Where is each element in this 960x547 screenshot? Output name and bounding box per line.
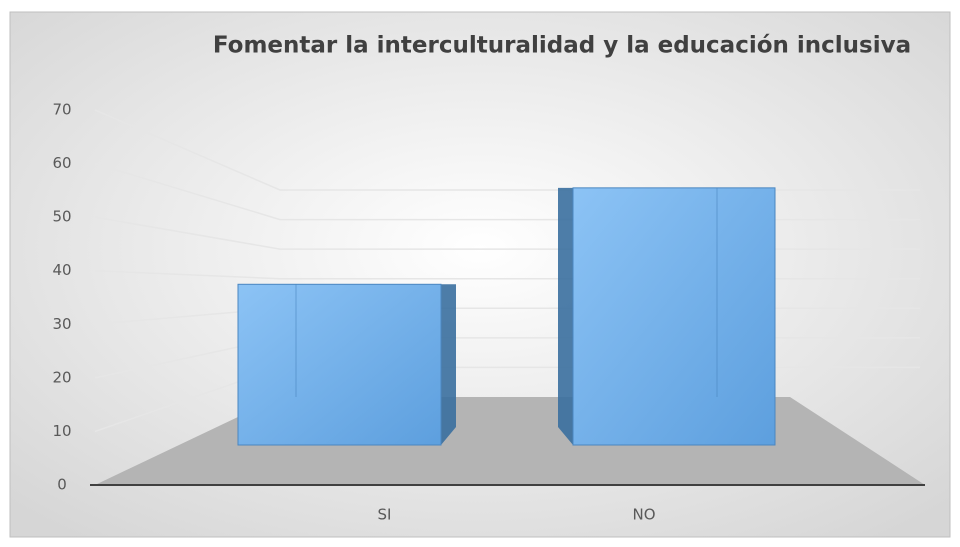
y-tick-label: 0 bbox=[57, 476, 67, 494]
bars bbox=[237, 187, 776, 446]
bar-side bbox=[558, 187, 573, 445]
y-tick-label: 10 bbox=[52, 422, 71, 440]
y-tick-label: 50 bbox=[52, 208, 71, 226]
y-tick-label: 20 bbox=[52, 368, 71, 386]
y-tick-label: 70 bbox=[52, 101, 71, 119]
x-tick-label: NO bbox=[632, 506, 655, 524]
y-tick-label: 40 bbox=[52, 261, 71, 279]
y-tick-label: 60 bbox=[52, 154, 71, 172]
bar bbox=[237, 283, 442, 446]
bar bbox=[572, 187, 776, 446]
x-tick-label: SI bbox=[378, 506, 392, 524]
bar-side bbox=[441, 284, 456, 445]
chart-title: Fomentar la interculturalidad y la educa… bbox=[213, 33, 911, 59]
y-tick-label: 30 bbox=[52, 315, 71, 333]
